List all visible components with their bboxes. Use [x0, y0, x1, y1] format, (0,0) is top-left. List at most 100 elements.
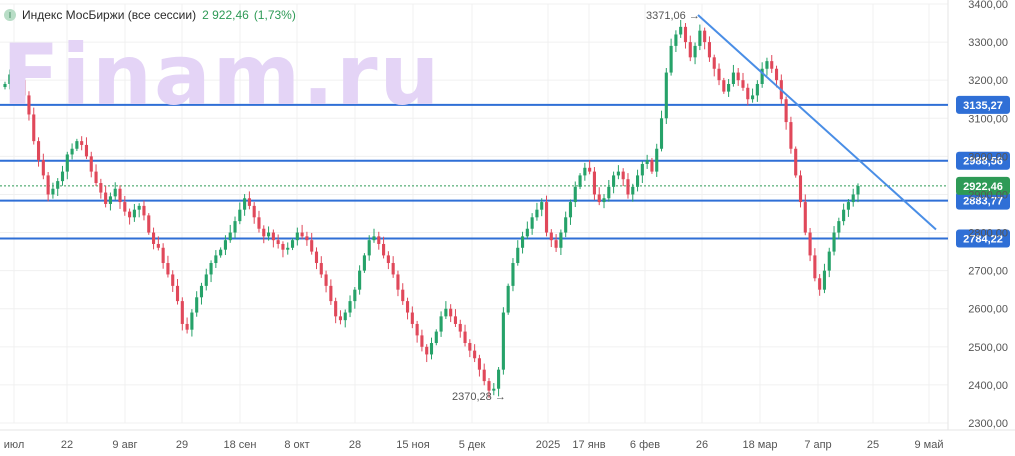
candle-body	[655, 148, 659, 172]
candle	[180, 297, 184, 331]
candle-body	[583, 167, 587, 176]
candle-body	[84, 144, 89, 157]
candle	[367, 235, 371, 261]
candle	[511, 258, 515, 292]
candle	[84, 137, 89, 160]
candle-body	[209, 263, 213, 275]
candle-body	[616, 171, 620, 176]
candle	[99, 178, 103, 199]
candle	[8, 69, 12, 90]
candle-body	[631, 186, 635, 195]
candle-body	[659, 118, 664, 149]
candle	[319, 256, 323, 278]
candle	[75, 138, 79, 152]
candle	[597, 187, 601, 206]
candle-body	[94, 171, 98, 184]
x-tick-label: 7 апр	[804, 439, 831, 451]
candle	[583, 162, 587, 181]
candle	[113, 182, 117, 201]
candle	[238, 202, 242, 225]
low-annotation: 2370,28 →	[452, 391, 506, 403]
candle-body	[8, 74, 12, 84]
candle	[659, 110, 664, 152]
candle-body	[679, 26, 683, 35]
candle	[487, 378, 491, 398]
candle	[453, 309, 458, 328]
candle-body	[137, 205, 141, 210]
candle	[329, 279, 333, 305]
candle-body	[295, 232, 299, 241]
candle-body	[612, 175, 616, 187]
candle-body	[741, 80, 745, 88]
level-label-bg	[956, 151, 1010, 170]
candle-body	[698, 30, 702, 46]
candle-body	[798, 175, 803, 203]
candle-body	[329, 285, 333, 302]
candle	[703, 27, 707, 50]
candle-body	[516, 247, 520, 264]
candle-body	[822, 270, 827, 290]
candle-body	[195, 297, 199, 313]
candle-body	[607, 186, 611, 199]
y-tick-label: 2700,00	[968, 266, 1008, 278]
candle-body	[544, 202, 549, 233]
candle	[674, 30, 678, 52]
grid	[0, 0, 1015, 431]
candle-body	[65, 154, 69, 172]
candle-body	[305, 236, 309, 241]
y-axis: 3400,00 3300,00 3200,00 3100,00 3000,00 2900,…	[968, 0, 1008, 430]
instrument-icon: I	[4, 9, 16, 21]
candle-body	[247, 198, 251, 206]
candle-body	[233, 221, 237, 233]
candle-body	[377, 236, 381, 244]
candle-body	[338, 316, 343, 321]
candle-body	[310, 240, 314, 252]
candle	[161, 243, 165, 269]
candle-body	[46, 175, 50, 195]
candle-body	[559, 232, 563, 248]
candle-body	[525, 228, 529, 237]
level-label: 2988,56	[963, 156, 1003, 168]
candle-body	[650, 160, 654, 172]
candle	[171, 270, 175, 292]
candle-body	[223, 240, 227, 250]
candle	[679, 19, 683, 38]
candle	[621, 168, 625, 187]
candle-body	[128, 211, 132, 218]
candle-body	[281, 243, 285, 250]
candle	[32, 107, 36, 145]
candle	[727, 79, 731, 97]
candle-body	[75, 141, 79, 149]
candle	[477, 354, 481, 377]
candle-body	[104, 192, 108, 204]
candle	[616, 165, 620, 180]
candle-body	[736, 72, 740, 81]
candle-body	[540, 202, 544, 210]
candle-body	[746, 87, 750, 100]
candle-body	[51, 188, 55, 195]
candle	[223, 235, 227, 256]
x-tick-label: 18 мар	[742, 439, 777, 451]
candle	[65, 151, 69, 180]
candle	[712, 54, 716, 77]
candle-body	[161, 247, 165, 264]
horizontal-levels[interactable]: 3135,27 2988,56 2883,77 2784,22 2922,46	[0, 95, 1010, 248]
candle-body	[832, 232, 836, 252]
candle	[602, 194, 606, 209]
candle	[851, 188, 855, 207]
level-label-bg	[956, 229, 1010, 248]
candle-body	[267, 232, 271, 237]
candle	[559, 229, 563, 256]
candle-body	[520, 236, 525, 248]
candle-body	[774, 68, 779, 81]
y-tick-label: 3200,00	[968, 75, 1008, 87]
candle-body	[214, 255, 218, 264]
candle-body	[314, 251, 319, 264]
candle-body	[290, 240, 295, 248]
x-tick-label: 2025	[536, 439, 560, 451]
candle	[516, 240, 520, 266]
y-tick-label: 3100,00	[968, 113, 1008, 125]
candle-body	[219, 249, 223, 256]
trendline-group[interactable]	[697, 14, 937, 231]
